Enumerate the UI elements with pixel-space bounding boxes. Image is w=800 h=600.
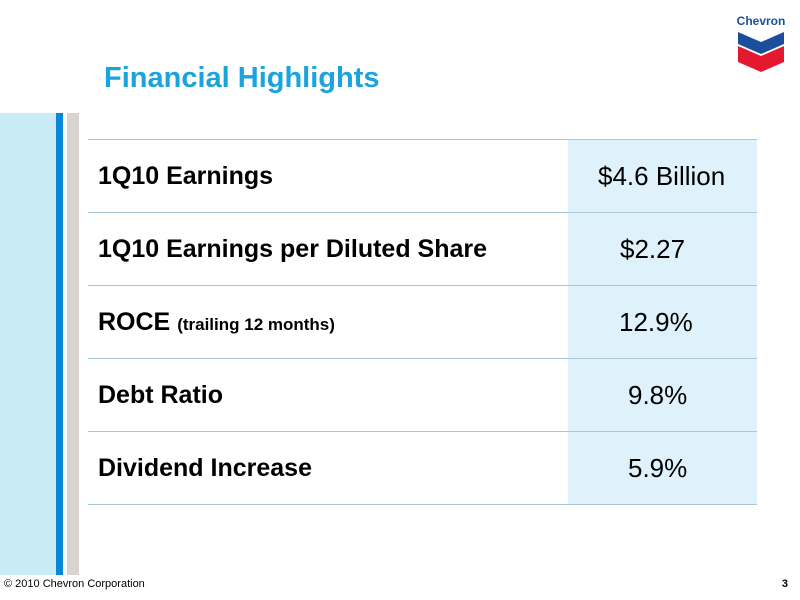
table-row: Debt Ratio 9.8% [88, 358, 757, 431]
row-value: 5.9% [568, 432, 757, 504]
chevron-emblem-icon [738, 32, 784, 72]
table-row: 1Q10 Earnings per Diluted Share $2.27 [88, 212, 757, 285]
row-label: 1Q10 Earnings [98, 162, 274, 190]
row-label: Debt Ratio [98, 381, 223, 409]
row-value: 12.9% [568, 286, 757, 358]
row-value: $2.27 [568, 213, 757, 285]
row-value: 9.8% [568, 359, 757, 431]
table-row: 1Q10 Earnings $4.6 Billion [88, 139, 757, 212]
table-row: Dividend Increase 5.9% [88, 431, 757, 505]
chevron-logo: Chevron [732, 14, 790, 74]
table-row: ROCE (trailing 12 months) 12.9% [88, 285, 757, 358]
page-number: 3 [781, 578, 788, 590]
page-title: Financial Highlights [104, 62, 380, 94]
highlights-table: 1Q10 Earnings $4.6 Billion 1Q10 Earnings… [88, 139, 757, 505]
logo-text: Chevron [736, 14, 786, 28]
row-label: ROCE (trailing 12 months) [98, 308, 335, 336]
left-decor-gray-bar [67, 113, 79, 575]
row-label: 1Q10 Earnings per Diluted Share [98, 235, 488, 263]
copyright-notice: © 2010 Chevron Corporation [4, 578, 145, 590]
row-value: $4.6 Billion [568, 140, 757, 212]
left-decor-light-bar [0, 113, 56, 575]
row-label: Dividend Increase [98, 454, 312, 482]
left-decor-gap [63, 113, 67, 575]
left-decor-blue-bar [56, 113, 63, 575]
row-sublabel: (trailing 12 months) [177, 315, 335, 334]
